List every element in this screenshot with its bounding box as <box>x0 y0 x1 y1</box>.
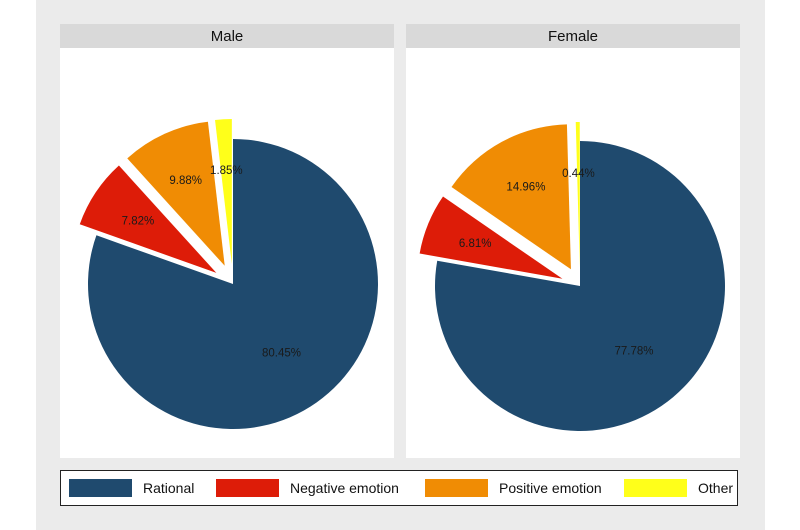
slice-label-male-rational: 80.45% <box>262 348 301 360</box>
panel-title-female: Female <box>406 24 740 48</box>
pie-panel-female: Female 77.78% 6.81% 14.96% 0.44% <box>406 24 740 458</box>
pie-chart-male: 80.45% 7.82% 9.88% 1.85% <box>79 119 379 429</box>
slice-label-female-negative-emotion: 6.81% <box>459 238 492 250</box>
pie-slice-female-positive-emotion <box>451 124 571 270</box>
pie-slice-female-rational <box>435 141 725 431</box>
slice-label-male-other: 1.85% <box>210 165 243 177</box>
slice-label-male-positive-emotion: 9.88% <box>169 175 202 187</box>
legend-label-negative-emotion: Negative emotion <box>290 480 399 496</box>
legend-label-rational: Rational <box>143 480 195 496</box>
pie-panel-male: Male 80.45% 7.82% 9.88% 1.85% <box>60 24 394 458</box>
panel-title-male: Male <box>60 24 394 48</box>
slice-label-female-rational: 77.78% <box>615 345 654 357</box>
pie-slice-female-negative-emotion <box>419 196 563 279</box>
slice-label-male-negative-emotion: 7.82% <box>122 216 155 228</box>
pie-slice-female-other <box>575 122 580 268</box>
pie-chart-female: 77.78% 6.81% 14.96% 0.44% <box>419 122 725 431</box>
pie-slice-male-positive-emotion <box>127 121 225 266</box>
slice-label-female-positive-emotion: 14.96% <box>506 181 545 193</box>
legend: Rational Negative emotion Positive emoti… <box>60 470 738 506</box>
legend-item-positive-emotion: Positive emotion <box>425 471 602 505</box>
legend-label-positive-emotion: Positive emotion <box>499 480 602 496</box>
pie-slice-male-other <box>215 119 232 265</box>
legend-swatch-positive-emotion <box>425 479 488 497</box>
slice-label-female-other: 0.44% <box>562 168 595 180</box>
pie-slice-male-negative-emotion <box>79 165 217 273</box>
legend-item-rational: Rational <box>69 471 194 505</box>
legend-swatch-other <box>624 479 687 497</box>
legend-item-other: Other <box>624 471 733 505</box>
pie-slice-male-rational <box>88 139 379 429</box>
legend-swatch-rational <box>69 479 132 497</box>
legend-swatch-negative-emotion <box>216 479 279 497</box>
legend-label-other: Other <box>698 480 734 496</box>
legend-item-negative-emotion: Negative emotion <box>216 471 399 505</box>
